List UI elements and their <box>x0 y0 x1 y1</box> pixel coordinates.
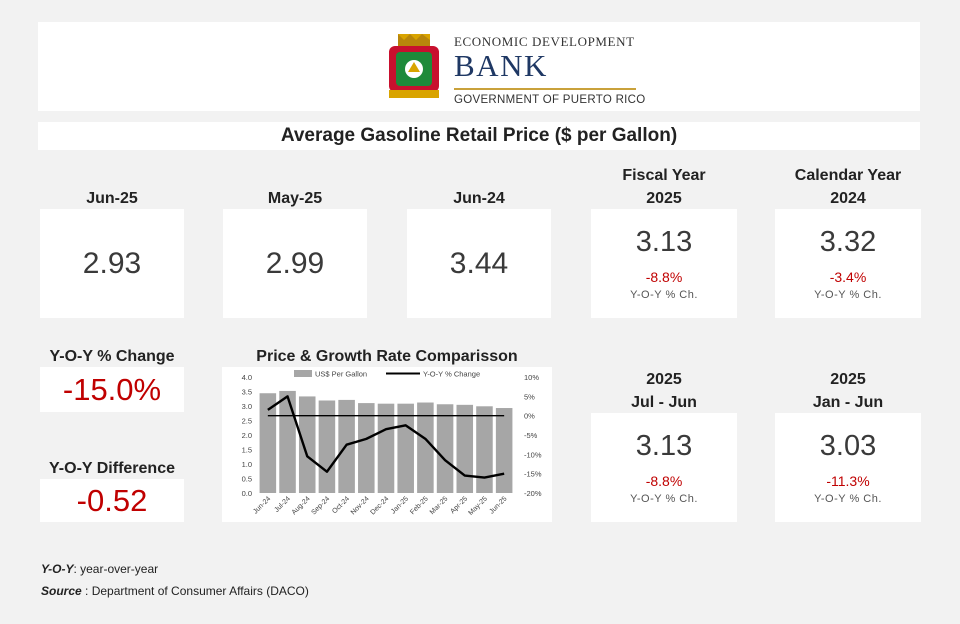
y-right-tick-label: -15% <box>524 470 542 479</box>
jul-jun-label-line2: Jul - Jun <box>631 394 697 411</box>
x-tick-label: Jun-25 <box>488 495 508 515</box>
jul-jun-caption: Y-O-Y % Ch. <box>630 493 698 505</box>
x-tick-label: Jul-24 <box>274 495 293 514</box>
y-left-tick-label: 3.0 <box>242 402 252 411</box>
legend-label-bars: US$ Per Gallon <box>315 370 367 379</box>
bank-logo: ECONOMIC DEVELOPMENT BANK GOVERNMENT OF … <box>386 30 646 106</box>
x-tick-label: Feb-25 <box>409 495 430 516</box>
fiscal-label-line2: 2025 <box>646 190 682 207</box>
jan-jun-label-line2: Jan - Jun <box>812 394 884 411</box>
calendar-caption: Y-O-Y % Ch. <box>814 289 882 301</box>
yoy-diff-label: Y-O-Y Difference <box>49 460 175 477</box>
bar-sep-24 <box>318 400 336 493</box>
bar-may-25 <box>476 406 493 493</box>
x-tick-label: Aug-24 <box>291 495 312 516</box>
note-yoy: Y-O-Y: year-over-year <box>41 562 158 576</box>
bar-feb-25 <box>417 402 434 493</box>
bar-jun-24 <box>259 393 277 493</box>
header-panel: ECONOMIC DEVELOPMENT BANK GOVERNMENT OF … <box>38 22 920 111</box>
calendar-change: -3.4% <box>829 269 867 285</box>
calendar-label: Calendar Year 2024 <box>775 164 921 210</box>
chart-title: Price & Growth Rate Comparisson <box>256 348 518 365</box>
y-left-tick-label: 4.0 <box>242 373 252 382</box>
x-tick-label: Dec-24 <box>369 495 390 516</box>
jan-jun-value: 3.03 <box>819 430 877 462</box>
calendar-label-line2: 2024 <box>830 190 866 207</box>
jan-jun-change: -11.3% <box>826 473 870 489</box>
bar-apr-25 <box>456 404 474 493</box>
bar-dec-24 <box>377 403 395 493</box>
x-tick-label: Oct-24 <box>331 495 351 515</box>
y-left-tick-label: 2.0 <box>242 431 252 440</box>
jan-jun-caption: Y-O-Y % Ch. <box>814 493 882 505</box>
jul-jun-card: 3.13 -8.8% Y-O-Y % Ch. <box>591 413 737 522</box>
page-title: Average Gasoline Retail Price ($ per Gal… <box>38 122 920 150</box>
fiscal-value: 3.13 <box>635 226 693 258</box>
calendar-value: 3.32 <box>819 226 877 258</box>
bar-jan-25 <box>397 403 414 493</box>
jan-jun-label-line1: 2025 <box>830 371 866 388</box>
yoy-change-value: -15.0% <box>40 367 184 412</box>
note-yoy-key: Y-O-Y <box>41 562 74 576</box>
x-tick-label: Apr-25 <box>449 495 469 515</box>
y-left-tick-label: 0.0 <box>242 489 252 498</box>
fiscal-card: 3.13 -8.8% Y-O-Y % Ch. <box>591 209 737 318</box>
yoy-change-label: Y-O-Y % Change <box>49 348 175 365</box>
org-main-text: BANK <box>454 48 548 83</box>
x-tick-label: Nov-24 <box>350 495 371 516</box>
fiscal-label-line1: Fiscal Year <box>622 167 706 184</box>
price-growth-chart: 0.0 0.5 1.0 1.5 2.0 2.5 3.0 3.5 4.0 -20% -15% -10% -… <box>242 370 542 517</box>
x-tick-label: Jan-25 <box>390 495 410 515</box>
bar-aug-24 <box>298 396 316 493</box>
jan-jun-card: 3.03 -11.3% Y-O-Y % Ch. <box>775 413 921 522</box>
bar-mar-25 <box>436 404 454 493</box>
fiscal-label: Fiscal Year 2025 <box>591 164 737 210</box>
jun25-value: 2.93 <box>40 209 184 318</box>
y-left-tick-label: 1.5 <box>242 446 252 455</box>
note-source: Source : Department of Consumer Affairs … <box>41 584 309 598</box>
legend-label-line: Y-O-Y % Change <box>423 370 480 379</box>
x-tick-label: Sep-24 <box>310 495 331 516</box>
note-source-key: Source <box>41 584 82 598</box>
fiscal-change: -8.8% <box>645 269 683 285</box>
y-right-tick-label: 5% <box>524 392 535 401</box>
jun24-value: 3.44 <box>407 209 551 318</box>
org-top-text: ECONOMIC DEVELOPMENT <box>454 34 635 49</box>
jun24-label: Jun-24 <box>453 190 505 207</box>
y-left-tick-label: 3.5 <box>242 388 252 397</box>
may25-value: 2.99 <box>223 209 367 318</box>
jul-jun-change: -8.8% <box>645 473 683 489</box>
y-right-tick-label: -5% <box>524 431 538 440</box>
bar-jun-25 <box>495 408 513 493</box>
x-tick-label: Mar-25 <box>429 495 450 516</box>
x-tick-label: Jun-24 <box>252 495 272 515</box>
y-left-tick-label: 2.5 <box>242 417 252 426</box>
logo-rule <box>454 88 636 90</box>
y-left-tick-label: 0.5 <box>242 475 252 484</box>
coat-of-arms-icon <box>389 34 439 98</box>
calendar-card: 3.32 -3.4% Y-O-Y % Ch. <box>775 209 921 318</box>
bar-nov-24 <box>358 403 375 493</box>
yoy-diff-value: -0.52 <box>40 479 184 522</box>
x-tick-label: May-25 <box>467 495 489 517</box>
fiscal-caption: Y-O-Y % Ch. <box>630 289 698 301</box>
bar-jul-24 <box>279 390 296 493</box>
note-source-text: : Department of Consumer Affairs (DACO) <box>81 584 309 598</box>
y-right-tick-label: 0% <box>524 412 535 421</box>
may25-label: May-25 <box>267 190 323 207</box>
jul-jun-label: 2025 Jul - Jun <box>591 368 737 414</box>
jul-jun-value: 3.13 <box>635 430 693 462</box>
calendar-label-line1: Calendar Year <box>794 167 902 184</box>
y-right-tick-label: -20% <box>524 489 542 498</box>
chart-panel: 0.0 0.5 1.0 1.5 2.0 2.5 3.0 3.5 4.0 -20% -15% -10% -… <box>222 367 552 522</box>
y-right-tick-label: 10% <box>524 373 539 382</box>
y-right-tick-label: -10% <box>524 450 542 459</box>
jul-jun-label-line1: 2025 <box>646 371 682 388</box>
jun25-label: Jun-25 <box>86 190 138 207</box>
y-left-tick-label: 1.0 <box>242 460 252 469</box>
legend-swatch-bars <box>294 370 312 377</box>
org-bottom-text: GOVERNMENT OF PUERTO RICO <box>454 94 646 106</box>
jan-jun-label: 2025 Jan - Jun <box>775 368 921 414</box>
note-yoy-text: : year-over-year <box>73 562 159 576</box>
